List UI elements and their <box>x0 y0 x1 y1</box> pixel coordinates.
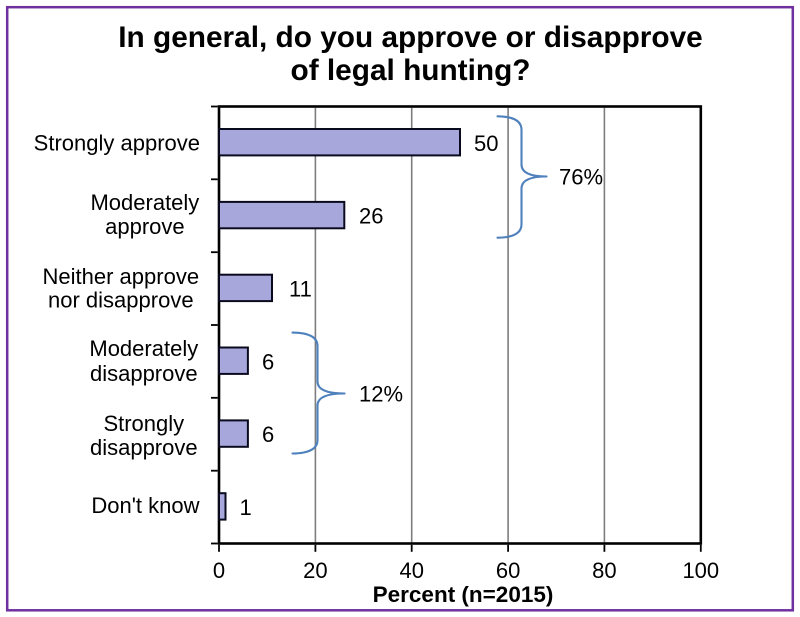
svg-text:Moderately: Moderately <box>90 190 199 215</box>
svg-text:Strongly: Strongly <box>103 411 184 436</box>
svg-text:nor disapprove: nor disapprove <box>48 287 194 312</box>
svg-text:Moderately: Moderately <box>89 336 198 361</box>
svg-text:disapprove: disapprove <box>90 361 198 386</box>
svg-text:76%: 76% <box>559 165 603 190</box>
svg-text:Neither approve: Neither approve <box>43 264 200 289</box>
svg-text:of legal hunting?: of legal hunting? <box>291 54 531 87</box>
svg-text:100: 100 <box>682 558 719 583</box>
svg-text:approve: approve <box>105 214 185 239</box>
svg-text:6: 6 <box>262 349 274 374</box>
svg-text:In general, do you approve or: In general, do you approve or disapprove <box>118 21 702 54</box>
svg-text:60: 60 <box>496 558 520 583</box>
svg-text:disapprove: disapprove <box>90 435 198 460</box>
svg-text:Strongly approve: Strongly approve <box>34 130 200 155</box>
svg-text:26: 26 <box>359 204 383 229</box>
svg-text:Percent (n=2015): Percent (n=2015) <box>373 582 554 607</box>
svg-text:12%: 12% <box>359 382 403 407</box>
svg-text:1: 1 <box>240 495 252 520</box>
svg-text:20: 20 <box>303 558 327 583</box>
svg-text:0: 0 <box>213 558 225 583</box>
svg-text:6: 6 <box>262 422 274 447</box>
svg-text:11: 11 <box>289 277 312 302</box>
svg-text:50: 50 <box>474 131 498 156</box>
svg-text:40: 40 <box>399 558 423 583</box>
svg-text:Don't know: Don't know <box>91 493 199 518</box>
svg-text:80: 80 <box>592 558 616 583</box>
